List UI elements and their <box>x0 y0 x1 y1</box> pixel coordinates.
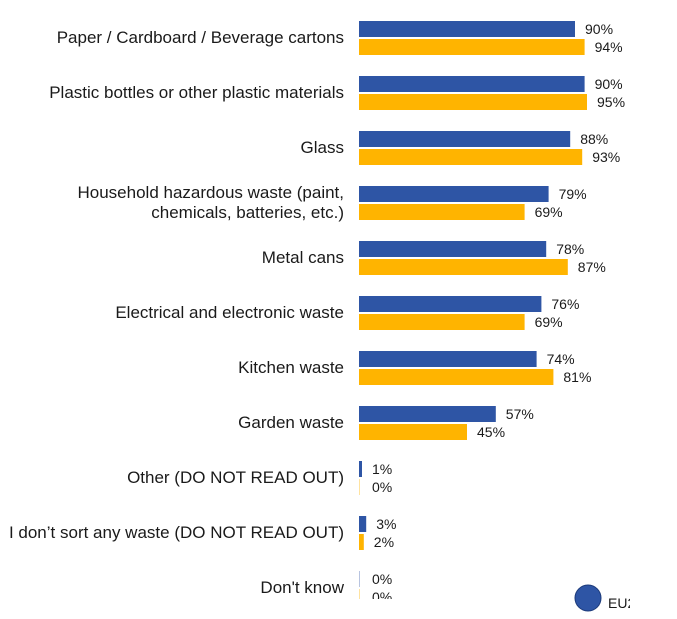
bar <box>359 461 362 477</box>
bar <box>359 479 360 495</box>
value-label: 87% <box>578 259 606 275</box>
category-label: Don't know <box>260 578 344 597</box>
value-label: 69% <box>535 204 563 220</box>
category-label: chemicals, batteries, etc.) <box>151 203 344 222</box>
bar <box>359 241 547 257</box>
category-label: Household hazardous waste (paint, <box>78 183 345 202</box>
value-label: 88% <box>580 131 608 147</box>
bar <box>359 76 585 92</box>
bar <box>359 369 554 385</box>
category-label: Metal cans <box>262 248 344 267</box>
category-label: Electrical and electronic waste <box>115 303 344 322</box>
bar <box>359 204 525 220</box>
bar <box>359 21 575 37</box>
bar <box>359 296 542 312</box>
value-label: 57% <box>506 406 534 422</box>
bar <box>359 571 360 587</box>
value-label: 90% <box>585 21 613 37</box>
category-label: Paper / Cardboard / Beverage cartons <box>57 28 344 47</box>
eu-logo-circle-icon <box>574 584 602 612</box>
value-label: 81% <box>563 369 591 385</box>
value-label: 2% <box>374 534 394 550</box>
bar <box>359 149 583 165</box>
value-label: 0% <box>372 571 392 587</box>
bar <box>359 516 367 532</box>
bar <box>359 94 587 110</box>
category-label: Kitchen waste <box>238 358 344 377</box>
value-label: 76% <box>551 296 579 312</box>
bar <box>359 351 537 367</box>
value-label: 95% <box>597 94 625 110</box>
category-label: Glass <box>301 138 344 157</box>
bar <box>359 314 525 330</box>
value-label: 1% <box>372 461 392 477</box>
value-label: 90% <box>595 76 623 92</box>
eu-logo: EU28 <box>570 584 643 614</box>
value-label: 69% <box>535 314 563 330</box>
bar <box>359 186 549 202</box>
bar <box>359 534 364 550</box>
value-label: 74% <box>547 351 575 367</box>
value-label: 79% <box>559 186 587 202</box>
value-label: 94% <box>595 39 623 55</box>
value-label: 78% <box>556 241 584 257</box>
bar <box>359 406 496 422</box>
category-label: Plastic bottles or other plastic materia… <box>49 83 344 102</box>
bar <box>359 39 585 55</box>
value-label: 0% <box>372 589 392 599</box>
value-label: 93% <box>592 149 620 165</box>
value-label: 0% <box>372 479 392 495</box>
bar <box>359 589 360 599</box>
value-label: 45% <box>477 424 505 440</box>
bar <box>359 424 467 440</box>
category-label: Other (DO NOT READ OUT) <box>127 468 344 487</box>
category-label: I don’t sort any waste (DO NOT READ OUT) <box>9 523 344 542</box>
value-label: 3% <box>376 516 396 532</box>
bar-chart: Paper / Cardboard / Beverage cartons 90% 9… <box>9 21 625 599</box>
eu-logo-text: EU28 <box>608 595 630 611</box>
bar <box>359 259 568 275</box>
category-label: Garden waste <box>238 413 344 432</box>
bar <box>359 131 571 147</box>
